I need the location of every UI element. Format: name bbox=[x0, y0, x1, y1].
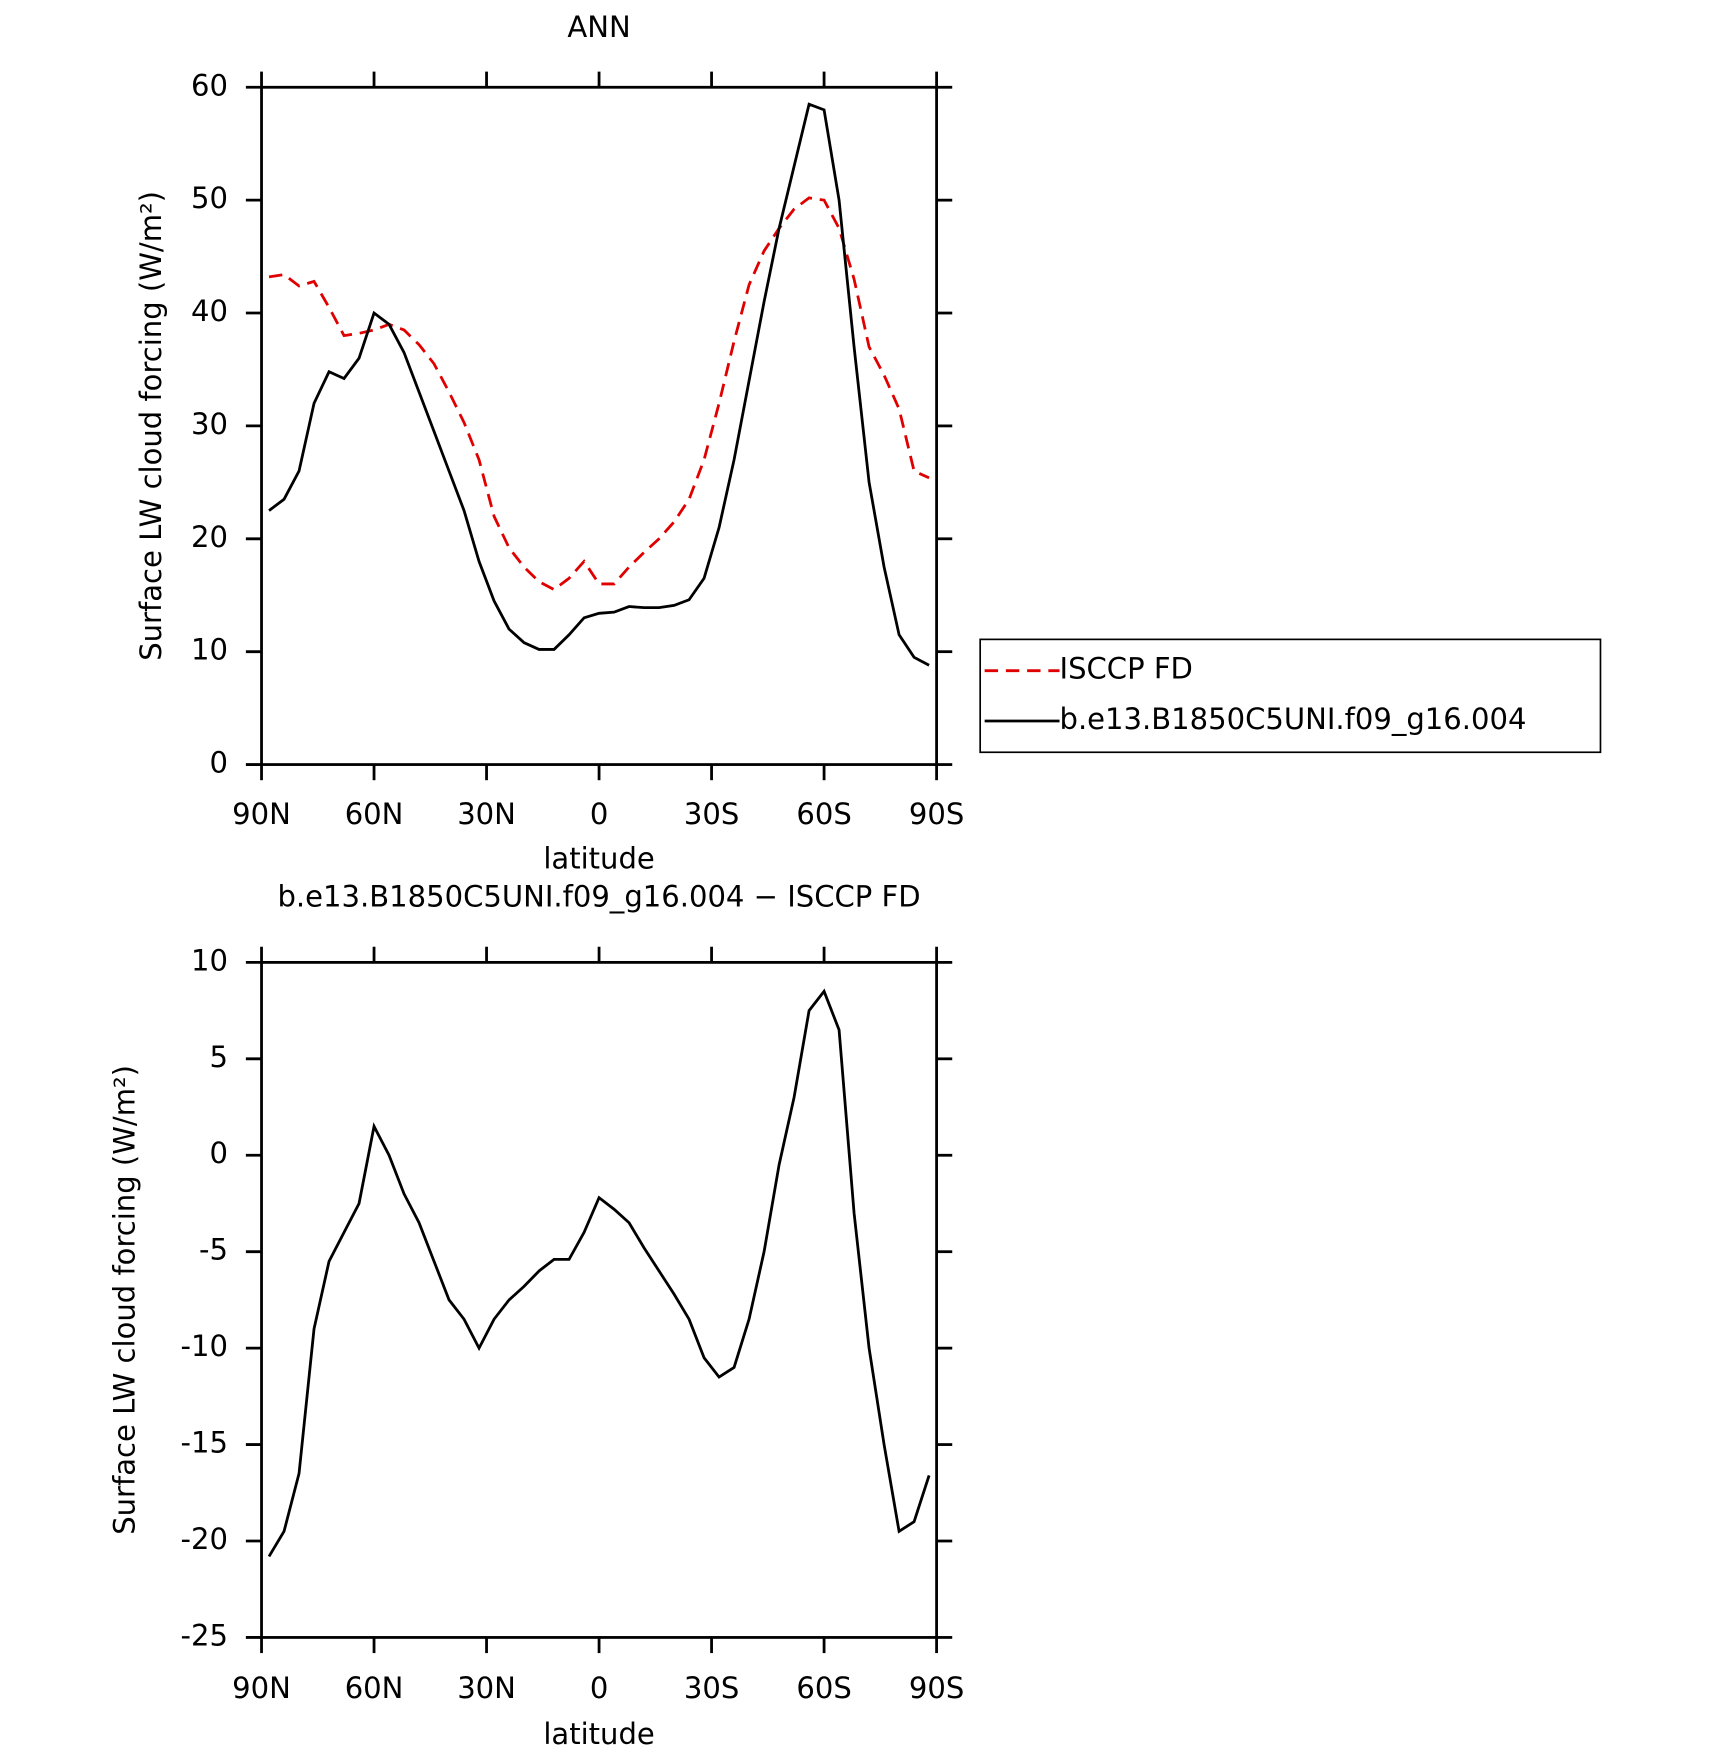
x-tick-label: 30S bbox=[684, 1671, 739, 1705]
x-tick-label: 60N bbox=[345, 1671, 404, 1705]
x-axis-label: latitude bbox=[543, 842, 654, 876]
chart-title: b.e13.B1850C5UNI.f09_g16.004 − ISCCP FD bbox=[277, 880, 920, 914]
y-tick-label: 30 bbox=[191, 407, 228, 441]
data-line bbox=[267, 988, 931, 1558]
x-tick-label: 0 bbox=[590, 1671, 608, 1705]
y-tick-label: -20 bbox=[181, 1522, 228, 1556]
x-tick-label: 60N bbox=[345, 797, 404, 831]
y-tick-label: 50 bbox=[191, 181, 228, 215]
y-tick-label: 60 bbox=[191, 68, 228, 102]
data-line bbox=[268, 102, 930, 667]
x-tick-label: 90N bbox=[232, 797, 291, 831]
y-tick-label: 40 bbox=[191, 294, 228, 328]
x-tick-label: 90S bbox=[909, 797, 964, 831]
y-tick-label: 10 bbox=[191, 633, 228, 667]
y-tick-label: 0 bbox=[210, 746, 228, 780]
plot-frame bbox=[260, 85, 938, 766]
plot-frame bbox=[260, 960, 938, 1639]
x-tick-label: 30S bbox=[684, 797, 739, 831]
y-tick-label: 0 bbox=[210, 1136, 228, 1170]
x-tick-label: 30N bbox=[457, 1671, 516, 1705]
x-tick-label: 90S bbox=[909, 1671, 964, 1705]
y-tick-label: -25 bbox=[181, 1618, 228, 1652]
chart-title: ANN bbox=[567, 10, 630, 44]
y-tick-label: 20 bbox=[191, 520, 228, 554]
x-tick-label: 90N bbox=[232, 1671, 291, 1705]
y-tick-label: 5 bbox=[210, 1040, 228, 1074]
x-tick-label: 30N bbox=[457, 797, 516, 831]
data-line bbox=[268, 196, 930, 592]
y-axis-label: Surface LW cloud forcing (W/m²) bbox=[107, 1065, 141, 1535]
y-tick-label: 10 bbox=[191, 943, 228, 977]
y-axis-label: Surface LW cloud forcing (W/m²) bbox=[134, 191, 168, 661]
legend-label: b.e13.B1850C5UNI.f09_g16.004 bbox=[1060, 702, 1527, 736]
y-tick-label: -10 bbox=[181, 1329, 228, 1363]
x-tick-label: 60S bbox=[796, 797, 851, 831]
x-tick-label: 60S bbox=[796, 1671, 851, 1705]
legend-label: ISCCP FD bbox=[1060, 652, 1193, 686]
x-tick-label: 0 bbox=[590, 797, 608, 831]
legend-box bbox=[979, 638, 1602, 754]
y-tick-label: -15 bbox=[181, 1426, 228, 1460]
y-tick-label: -5 bbox=[199, 1233, 228, 1267]
x-axis-label: latitude bbox=[543, 1717, 654, 1751]
